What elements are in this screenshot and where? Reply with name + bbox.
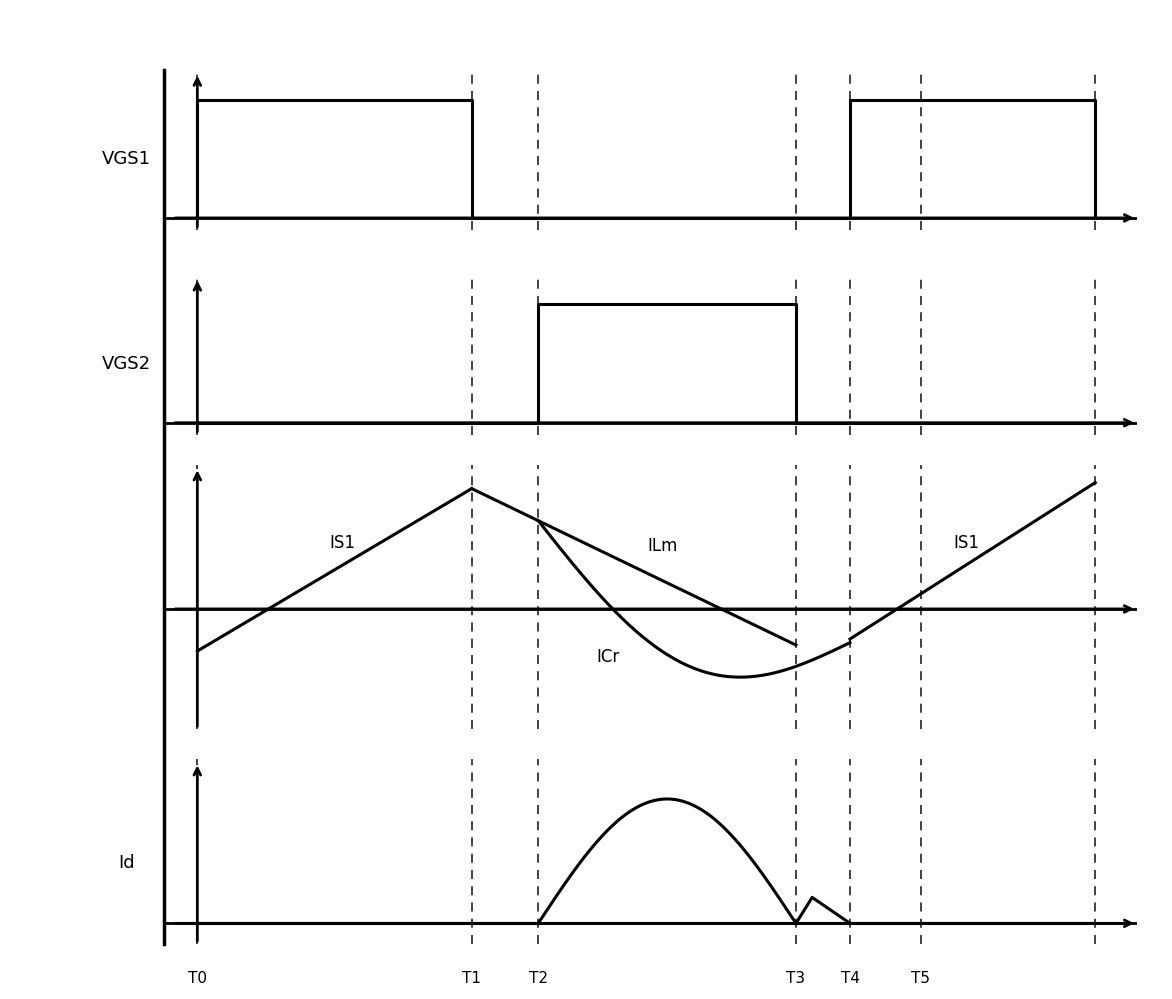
Text: T2: T2 xyxy=(529,971,547,986)
Text: VGS2: VGS2 xyxy=(102,355,151,373)
Text: T0: T0 xyxy=(188,971,206,986)
Text: T3: T3 xyxy=(786,971,805,986)
Text: ICr: ICr xyxy=(597,648,620,666)
Text: T5: T5 xyxy=(911,971,931,986)
Text: T4: T4 xyxy=(840,971,859,986)
Text: T1: T1 xyxy=(462,971,482,986)
Text: VGS1: VGS1 xyxy=(102,150,151,168)
Text: IS1: IS1 xyxy=(953,533,980,551)
Text: ILm: ILm xyxy=(648,537,679,555)
Text: Id: Id xyxy=(118,854,135,872)
Text: IS1: IS1 xyxy=(329,533,356,551)
